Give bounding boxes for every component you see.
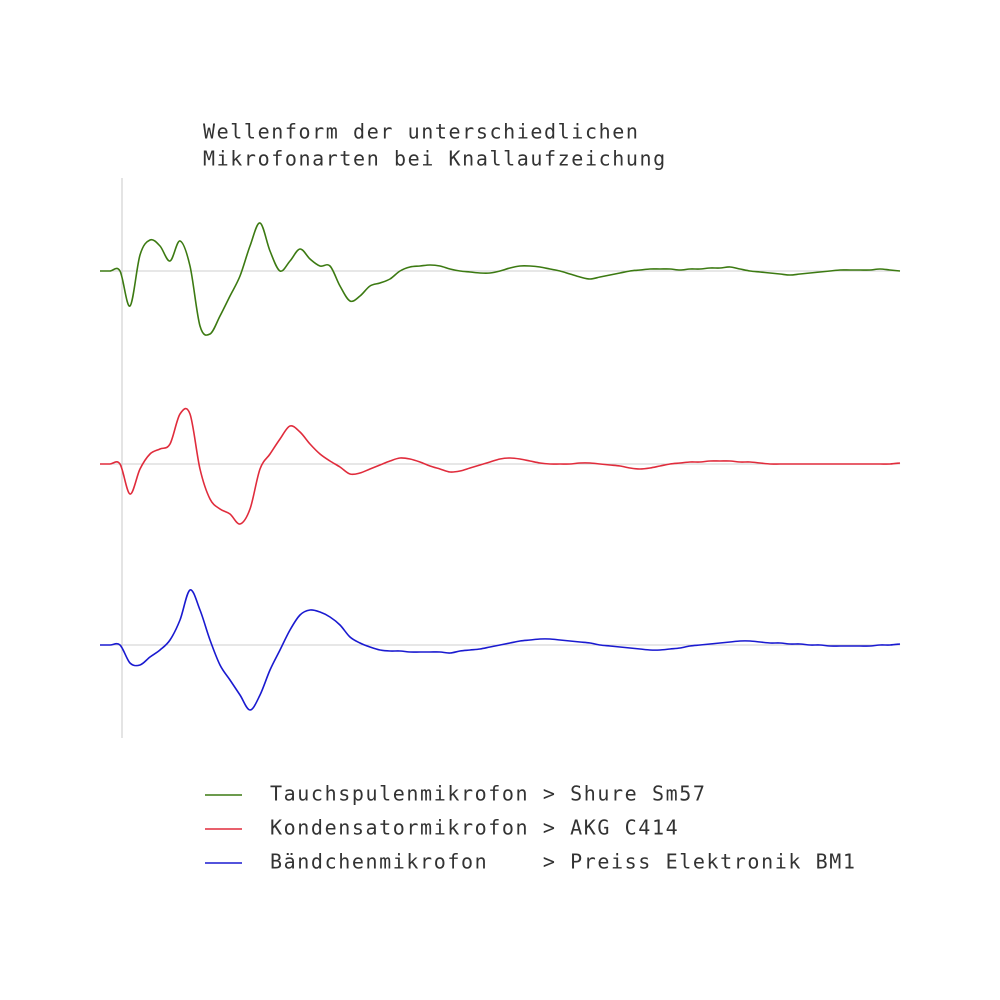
- chart-title: Wellenform der unterschiedlichen: [203, 120, 640, 144]
- waveform: [99, 407, 901, 525]
- legend-label: Bändchenmikrofon > Preiss Elektronik BM1: [270, 850, 857, 874]
- legend-label: Tauchspulenmikrofon > Shure Sm57: [270, 782, 707, 806]
- waveform: [99, 222, 901, 336]
- chart-title: Mikrofonarten bei Knallaufzeichung: [203, 147, 667, 171]
- legend-label: Kondensatormikrofon > AKG C414: [270, 816, 679, 840]
- waveform: [100, 589, 901, 711]
